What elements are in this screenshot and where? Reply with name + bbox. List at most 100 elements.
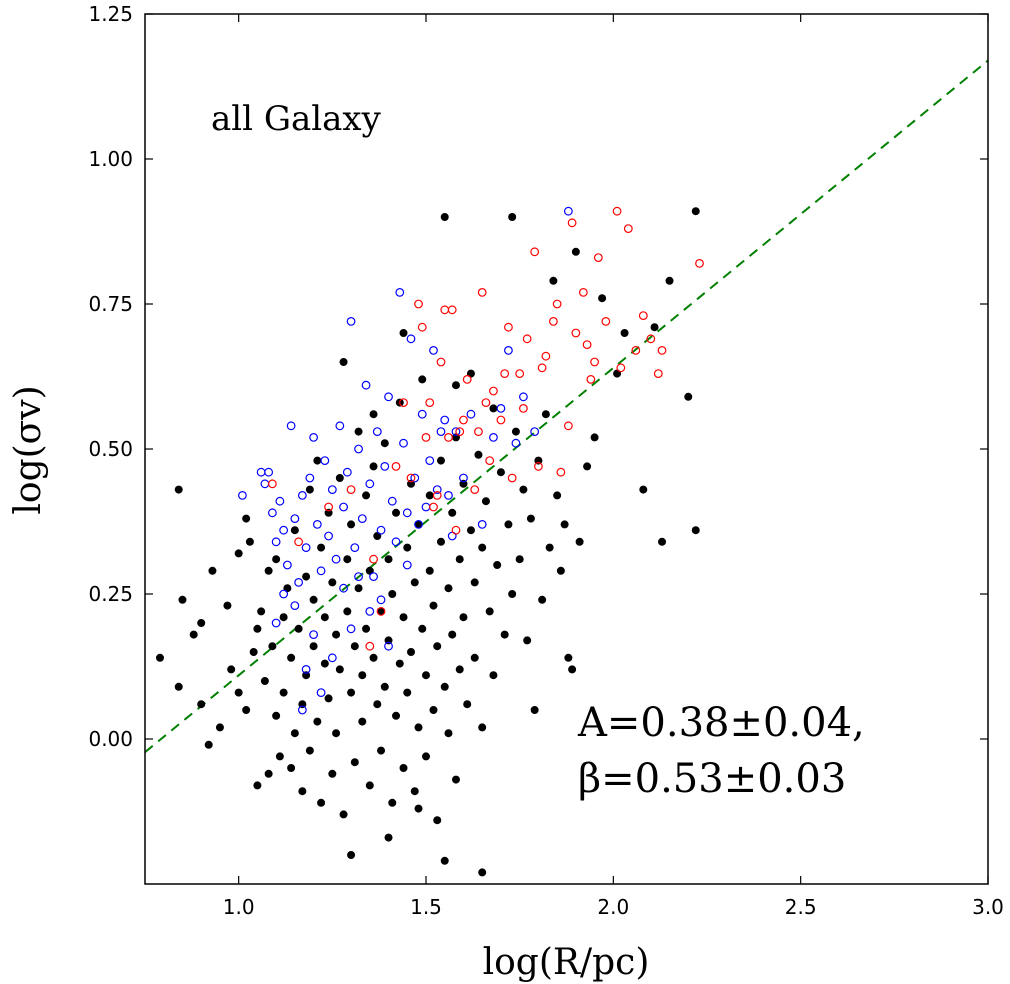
black-filled-point-63	[347, 520, 356, 529]
black-filled-point-42	[309, 595, 318, 604]
black-filled-point-141	[508, 590, 517, 599]
black-filled-point-61	[343, 607, 352, 616]
blue-open-point-10	[290, 514, 300, 523]
red-open-point-40	[548, 317, 558, 326]
black-filled-point-174	[440, 856, 449, 865]
black-filled-point-153	[553, 491, 562, 500]
black-filled-point-103	[421, 752, 430, 761]
black-filled-point-12	[234, 549, 243, 558]
black-filled-point-49	[320, 613, 329, 622]
black-filled-point-176	[414, 804, 423, 813]
black-filled-point-110	[436, 537, 445, 546]
black-filled-point-16	[245, 537, 254, 546]
blue-open-point-17	[316, 566, 326, 576]
red-open-point-61	[365, 641, 375, 651]
blue-open-point-64	[309, 630, 319, 639]
red-open-point-24	[474, 427, 483, 437]
blue-open-point-35	[384, 392, 393, 402]
black-filled-point-1	[174, 682, 183, 691]
black-filled-point-102	[421, 671, 430, 680]
red-open-point-60	[695, 259, 704, 268]
blue-open-point-31	[369, 572, 378, 581]
red-open-point-18	[447, 305, 457, 315]
black-filled-point-41	[305, 746, 314, 755]
black-filled-point-45	[313, 717, 322, 726]
black-filled-point-146	[526, 514, 535, 523]
black-filled-point-162	[598, 294, 607, 303]
x-tick-label-3: 2.5	[785, 895, 817, 919]
red-open-point-53	[616, 363, 626, 373]
red-open-point-1	[294, 537, 304, 547]
black-filled-point-62	[347, 688, 356, 697]
red-open-point-3	[346, 485, 356, 495]
y-axis-title: log(σv)	[8, 385, 49, 514]
points-layer	[155, 206, 704, 877]
x-tick-label-0: 1.0	[223, 895, 255, 919]
red-open-point-31	[504, 322, 513, 332]
red-open-point-52	[612, 206, 622, 216]
red-open-point-23	[470, 485, 480, 495]
red-open-point-17	[444, 433, 453, 442]
x-axis-title: log(R/pc)	[483, 942, 650, 983]
red-open-point-11	[421, 433, 431, 442]
black-filled-point-57	[335, 665, 344, 674]
black-filled-point-169	[684, 392, 693, 401]
black-filled-point-151	[545, 543, 554, 552]
black-filled-point-150	[541, 410, 550, 419]
black-filled-point-113	[440, 212, 449, 221]
black-filled-point-179	[399, 328, 408, 337]
black-filled-point-27	[275, 752, 284, 761]
blue-open-point-49	[436, 427, 446, 437]
black-filled-point-52	[328, 769, 337, 778]
black-filled-point-95	[407, 648, 416, 657]
black-filled-point-165	[639, 485, 648, 494]
red-open-point-51	[601, 317, 611, 326]
blue-open-point-78	[297, 705, 307, 715]
blue-open-point-69	[271, 618, 281, 628]
red-open-point-59	[657, 346, 667, 355]
black-filled-point-157	[568, 665, 577, 674]
blue-open-point-44	[417, 409, 427, 419]
blue-open-point-32	[372, 427, 382, 437]
fit-layer	[144, 59, 989, 753]
black-filled-point-159	[575, 537, 584, 546]
black-filled-point-88	[395, 659, 404, 668]
red-open-point-14	[432, 491, 442, 500]
black-filled-point-34	[290, 729, 299, 738]
blue-open-point-26	[350, 543, 360, 552]
red-open-point-54	[623, 224, 633, 234]
blue-open-point-72	[316, 688, 326, 697]
black-filled-point-85	[388, 590, 397, 599]
black-filled-point-173	[384, 833, 393, 842]
red-open-point-29	[496, 415, 506, 425]
black-filled-point-135	[489, 671, 498, 680]
blue-open-point-63	[563, 206, 573, 216]
blue-open-point-19	[324, 531, 333, 541]
red-open-point-46	[578, 288, 588, 297]
black-filled-point-136	[493, 561, 502, 570]
blue-open-point-20	[327, 485, 337, 495]
black-filled-point-70	[362, 491, 371, 500]
black-filled-point-128	[470, 653, 479, 662]
black-filled-point-33	[290, 526, 299, 535]
black-filled-point-149	[538, 595, 547, 604]
red-open-point-0	[267, 479, 277, 489]
black-filled-point-54	[332, 630, 341, 639]
red-open-point-7	[399, 398, 408, 408]
red-open-point-16	[440, 305, 450, 315]
blue-open-point-3	[264, 467, 274, 477]
black-filled-point-137	[496, 468, 505, 477]
black-filled-point-166	[650, 323, 659, 332]
blue-open-point-15	[309, 433, 319, 442]
red-open-point-2	[324, 502, 333, 512]
blue-open-point-42	[410, 473, 420, 483]
blue-open-point-65	[327, 653, 337, 663]
black-filled-point-114	[444, 584, 453, 593]
black-filled-point-127	[470, 578, 479, 587]
blue-open-point-56	[477, 520, 487, 529]
red-open-point-47	[582, 340, 592, 350]
black-filled-point-55	[332, 729, 341, 738]
blue-open-point-40	[402, 508, 412, 518]
blue-open-point-1	[256, 467, 266, 477]
red-open-point-58	[653, 369, 663, 379]
